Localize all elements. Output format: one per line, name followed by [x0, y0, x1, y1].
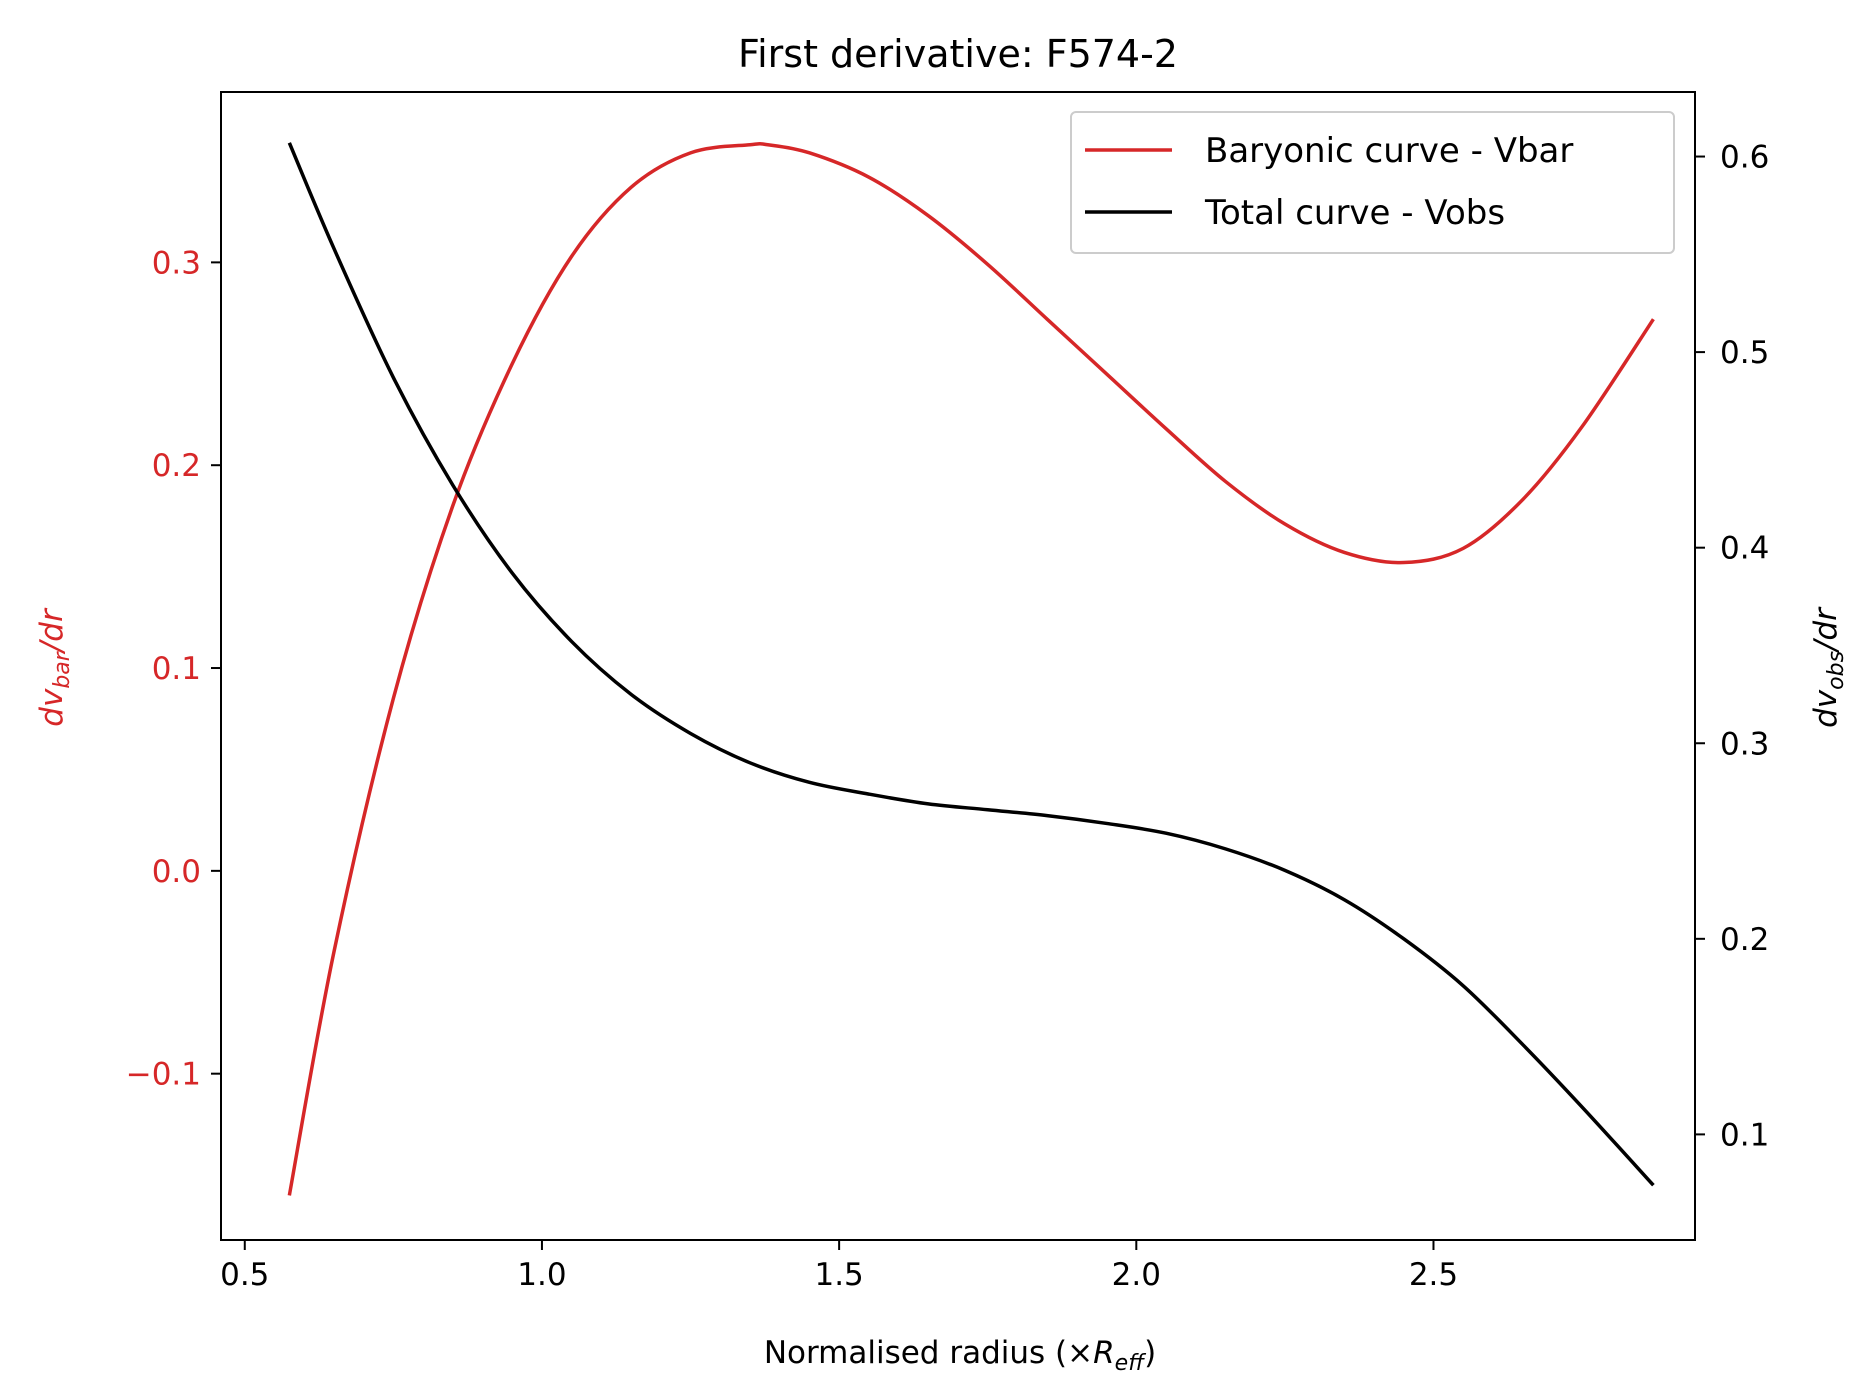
legend: Baryonic curve - Vbar Total curve - Vobs: [1070, 111, 1675, 254]
right-y-axis-label: dvobs/dr: [1808, 606, 1849, 728]
left-y-tick-label: 0.0: [152, 854, 201, 890]
series-line-baryonic: [287, 141, 1655, 1196]
series-layer: [287, 141, 1655, 1196]
x-axis-label-close: ): [1144, 1335, 1156, 1371]
chart-title: First derivative: F574-2: [738, 32, 1178, 76]
x-tick-label: 0.5: [220, 1257, 269, 1293]
x-tick-label: 2.0: [1112, 1257, 1161, 1293]
series-line-total: [287, 142, 1655, 1187]
legend-box: [1070, 111, 1675, 254]
right-y-tick-label: 0.6: [1720, 140, 1769, 176]
left-y-axis-label-d: dv: [34, 688, 70, 727]
left-y-tick-label: −0.1: [126, 1057, 201, 1093]
x-tick-label: 1.5: [814, 1257, 863, 1293]
right-y-axis-label-d: dv: [1808, 689, 1844, 728]
right-y-tick-label: 0.1: [1720, 1117, 1769, 1153]
right-y-axis-label-subscript: obs: [1824, 651, 1849, 690]
left-y-axis-ticks: −0.1 0.0 0.1 0.2 0.3: [126, 245, 221, 1093]
x-axis-ticks: 0.5 1.0 1.5 2.0 2.5: [220, 1240, 1458, 1293]
legend-label-total: Total curve - Vobs: [1204, 193, 1505, 233]
left-y-tick-label: 0.2: [152, 448, 201, 484]
legend-label-baryonic: Baryonic curve - Vbar: [1205, 131, 1573, 171]
x-axis-label-subscript: eff: [1115, 1351, 1147, 1376]
plot-frame: [220, 91, 1696, 1241]
left-y-tick-label: 0.3: [152, 245, 201, 281]
right-y-tick-label: 0.5: [1720, 335, 1769, 371]
right-y-tick-label: 0.3: [1720, 726, 1769, 762]
right-y-tick-label: 0.2: [1720, 922, 1769, 958]
right-y-axis-label-rest: /dr: [1808, 606, 1844, 654]
x-tick-label: 1.0: [517, 1257, 566, 1293]
right-y-tick-label: 0.4: [1720, 531, 1769, 567]
x-axis-label: Normalised radius (×Reff): [764, 1335, 1156, 1376]
left-y-axis-label-subscript: bar: [50, 650, 75, 688]
x-axis-label-main: Normalised radius (×: [764, 1335, 1093, 1371]
left-y-axis-label-rest: /dr: [34, 607, 70, 655]
right-y-axis-ticks: 0.1 0.2 0.3 0.4 0.5 0.6: [1695, 140, 1769, 1153]
x-axis-label-symbol: R: [1093, 1335, 1115, 1371]
left-y-axis-label: dvbar/dr: [34, 607, 75, 727]
x-tick-label: 2.5: [1409, 1257, 1458, 1293]
left-y-tick-label: 0.1: [152, 651, 201, 687]
